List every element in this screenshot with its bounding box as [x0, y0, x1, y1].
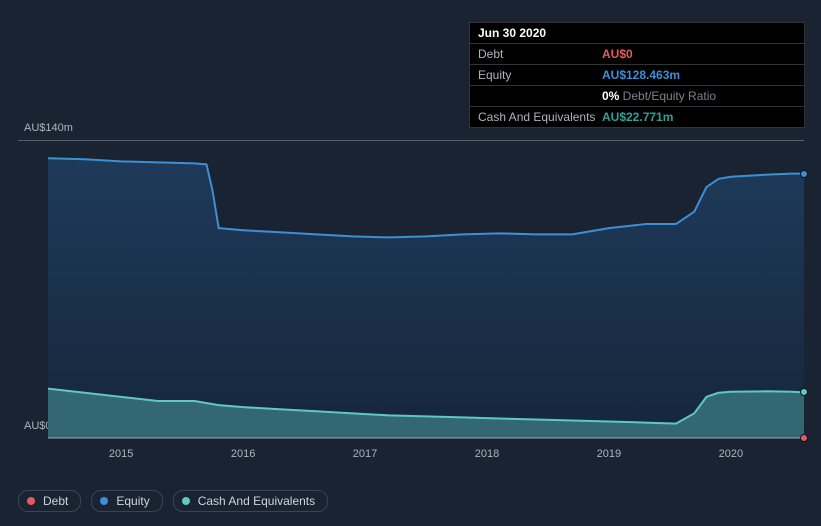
- x-axis-labels: 2015 2016 2017 2018 2019 2020: [48, 448, 804, 462]
- y-label-max: AU$140m: [24, 122, 73, 134]
- axis-top-line: [18, 140, 804, 141]
- tooltip-row: DebtAU$0: [470, 43, 804, 64]
- tooltip-label: [478, 89, 602, 103]
- tooltip-value: 0% Debt/Equity Ratio: [602, 89, 796, 103]
- x-label: 2019: [597, 448, 621, 460]
- tooltip-label: Equity: [478, 68, 602, 82]
- axis-bottom-line: [48, 438, 804, 439]
- legend-item-equity[interactable]: Equity: [91, 490, 162, 512]
- tooltip-row: EquityAU$128.463m: [470, 64, 804, 85]
- series-end-marker: [800, 170, 808, 178]
- legend-item-debt[interactable]: Debt: [18, 490, 81, 512]
- x-label: 2018: [475, 448, 499, 460]
- legend-label: Debt: [43, 494, 68, 508]
- debt-color-icon: [27, 497, 35, 505]
- legend: Debt Equity Cash And Equivalents: [18, 490, 328, 512]
- series-end-marker: [800, 434, 808, 442]
- series-end-marker: [800, 388, 808, 396]
- cash-color-icon: [182, 497, 190, 505]
- tooltip-value: AU$0: [602, 47, 796, 61]
- tooltip-value: AU$128.463m: [602, 68, 796, 82]
- data-tooltip: Jun 30 2020 DebtAU$0EquityAU$128.463m0% …: [469, 22, 805, 128]
- x-label: 2015: [109, 448, 133, 460]
- plot-svg: [48, 150, 804, 438]
- legend-item-cash[interactable]: Cash And Equivalents: [173, 490, 328, 512]
- plot-surface[interactable]: [48, 150, 804, 438]
- tooltip-row: 0% Debt/Equity Ratio: [470, 85, 804, 106]
- x-label: 2016: [231, 448, 255, 460]
- chart-container: Jun 30 2020 DebtAU$0EquityAU$128.463m0% …: [0, 0, 821, 526]
- legend-label: Cash And Equivalents: [198, 494, 315, 508]
- x-label: 2020: [719, 448, 743, 460]
- tooltip-date: Jun 30 2020: [478, 26, 546, 40]
- equity-color-icon: [100, 497, 108, 505]
- legend-label: Equity: [116, 494, 149, 508]
- tooltip-label: Debt: [478, 47, 602, 61]
- chart-area: AU$140m AU$0 201520162017201820192020: [18, 120, 804, 500]
- x-label: 2017: [353, 448, 377, 460]
